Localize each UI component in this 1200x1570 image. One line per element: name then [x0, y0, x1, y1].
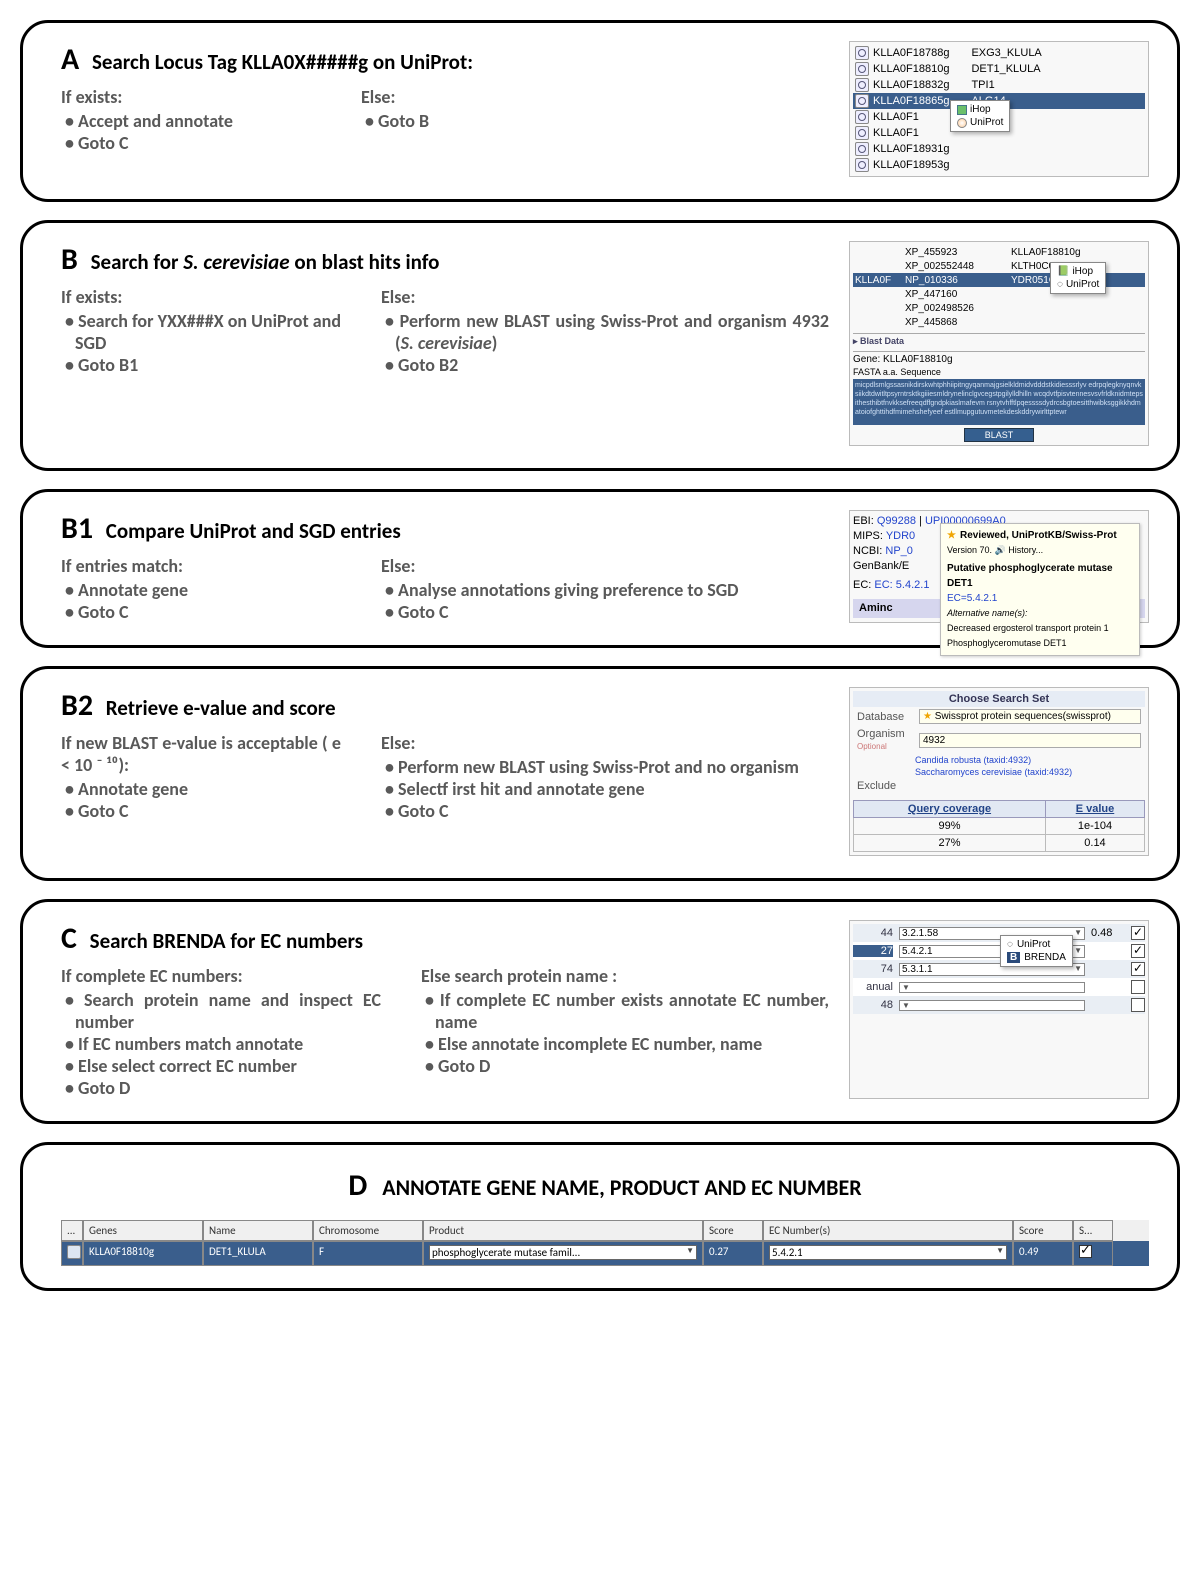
panel-B2: B2 Retrieve e-value and score If new BLA…: [20, 666, 1180, 881]
panel-A-screenshot: KLLA0F18788gEXG3_KLULAKLLA0F18810gDET1_K…: [849, 41, 1149, 177]
panel-D: D ANNOTATE GENE NAME, PRODUCT AND EC NUM…: [20, 1142, 1180, 1291]
database-select[interactable]: Swissprot protein sequences(swissprot): [919, 709, 1141, 724]
search-icon[interactable]: [67, 1245, 81, 1259]
sequence: micpdlsmlgssasnikdirskwhtphhiipitngyqanm…: [853, 379, 1145, 425]
product-select[interactable]: phosphoglycerate mutase famil...: [429, 1245, 697, 1260]
table-row[interactable]: KLLA0F18810g DET1_KLULA F phosphoglycera…: [61, 1241, 1149, 1266]
panel-B1-screenshot: EBI: Q99288 | UPI00000699A0 MIPS: YDR0 N…: [849, 510, 1149, 623]
panel-C: C Search BRENDA for EC numbers If comple…: [20, 899, 1180, 1124]
panel-B: B Search for S. cerevisiae on blast hits…: [20, 220, 1180, 471]
panel-D-title: D ANNOTATE GENE NAME, PRODUCT AND EC NUM…: [61, 1167, 1149, 1204]
panel-A: A Search Locus Tag KLLA0X#####g on UniPr…: [20, 20, 1180, 202]
panel-B2-screenshot: Choose Search Set Database Swissprot pro…: [849, 687, 1149, 856]
panel-A-else-head: Else:: [361, 86, 829, 108]
panel-C-screenshot: 443.2.1.580.48275.4.2.1745.3.1.1anual48 …: [849, 920, 1149, 1099]
context-menu[interactable]: ◌ UniProt BBRENDA: [1000, 935, 1073, 967]
tooltip: ★Reviewed, UniProtKB/Swiss-Prot Version …: [940, 523, 1140, 656]
gene-label: Gene: KLLA0F18810g: [853, 351, 1145, 365]
panel-B-screenshot: XP_455923KLLA0F18810gXP_002552448KLTH0C0…: [849, 241, 1149, 446]
checkbox[interactable]: [1079, 1245, 1092, 1258]
annotation-table: ... Genes Name Chromosome Product Score …: [61, 1220, 1149, 1266]
panel-B-title: B Search for S. cerevisiae on blast hits…: [61, 241, 829, 278]
panel-A-if-head: If exists:: [61, 86, 321, 108]
organism-input[interactable]: 4932: [919, 733, 1141, 748]
ec-select[interactable]: 5.4.2.1: [769, 1245, 1007, 1260]
context-menu[interactable]: iHop UniProt: [950, 100, 1010, 132]
context-menu[interactable]: 📗 iHop ◌ UniProt: [1050, 262, 1106, 294]
blast-button[interactable]: BLAST: [964, 428, 1034, 442]
panel-B1: B1 Compare UniProt and SGD entries If en…: [20, 489, 1180, 648]
results-table: Query coverageE value 99%1e-104 27%0.14: [853, 800, 1145, 852]
panel-A-title: A Search Locus Tag KLLA0X#####g on UniPr…: [61, 41, 829, 78]
